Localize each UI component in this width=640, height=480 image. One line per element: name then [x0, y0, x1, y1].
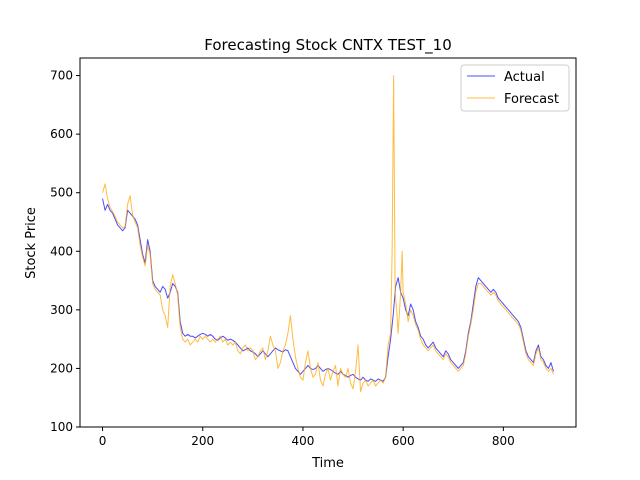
chart-title: Forecasting Stock CNTX TEST_10: [204, 36, 452, 55]
x-tick-label: 200: [191, 434, 214, 448]
plot-area: [79, 57, 577, 428]
y-tick-label: 500: [50, 186, 73, 200]
y-axis-label: Stock Price: [24, 207, 39, 279]
plot-frame: [79, 57, 577, 428]
x-tick-label: 0: [99, 434, 107, 448]
x-tick-label: 400: [291, 434, 314, 448]
legend-label-forecast: Forecast: [504, 92, 559, 107]
x-tick-label: 600: [392, 434, 415, 448]
y-tick-label: 700: [50, 69, 73, 83]
legend-label-actual: Actual: [504, 70, 545, 85]
legend: Actual Forecast: [460, 64, 570, 112]
y-tick-label: 400: [50, 244, 73, 258]
y-tick-label: 300: [50, 303, 73, 317]
x-tick-label: 800: [492, 434, 515, 448]
y-tick-label: 100: [50, 420, 73, 434]
y-axis: 100 200 300 400 500 600 700: [50, 69, 80, 434]
y-tick-label: 600: [50, 127, 73, 141]
series-line-forecast: [102, 75, 554, 393]
x-axis-label: Time: [311, 456, 344, 471]
y-tick-label: 200: [50, 361, 73, 375]
x-axis: 0 200 400 600 800: [99, 427, 515, 448]
